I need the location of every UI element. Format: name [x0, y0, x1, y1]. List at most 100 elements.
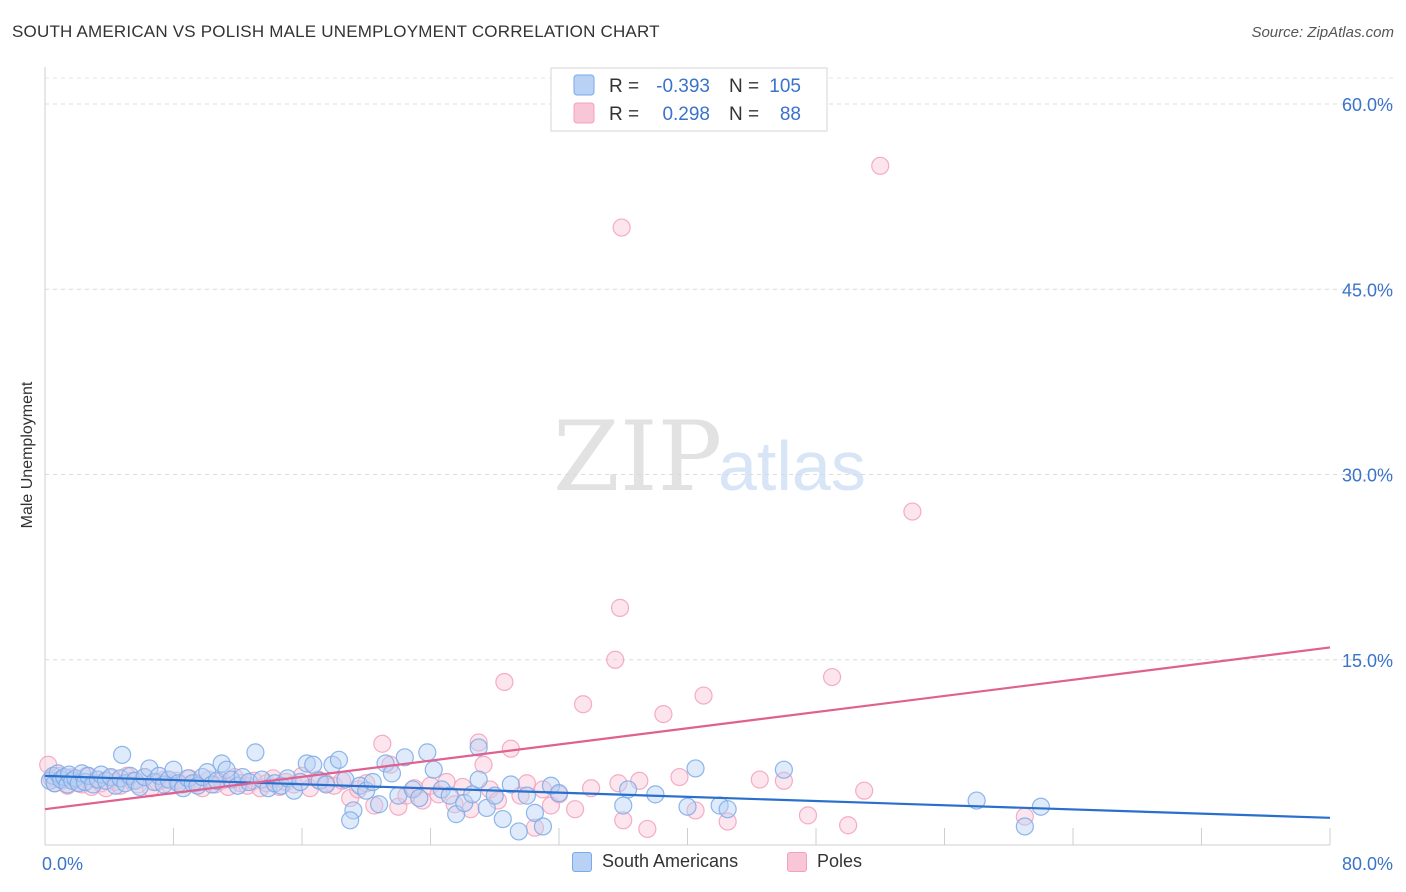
poles-point-99	[871, 156, 890, 175]
south-americans-point-103	[341, 811, 360, 830]
south-americans-point-32	[164, 760, 183, 779]
poles-point-54	[373, 734, 392, 753]
south-americans-point-89	[533, 817, 553, 836]
poles-trend-line	[44, 646, 1331, 811]
south-americans-point-24	[125, 771, 145, 790]
poles-point-79	[573, 695, 593, 714]
poles-point-84	[612, 218, 631, 237]
legend-n-label-1: N =	[729, 76, 759, 97]
y-tick-label-3: 60.0%	[1342, 95, 1393, 115]
y-tick-label-0: 15.0%	[1342, 651, 1393, 671]
south-americans-point-61	[329, 750, 349, 769]
poles-point-71	[501, 739, 520, 758]
south-americans-point-74	[418, 743, 437, 762]
poles-point-64	[453, 777, 472, 797]
south-americans-point-100	[967, 791, 986, 810]
south-americans-point-102	[1031, 797, 1050, 816]
south-americans-point-10	[69, 774, 88, 793]
data-points	[39, 156, 1050, 841]
x-tick-labels: 0.0% 80.0%	[42, 854, 1393, 874]
legend-swatch-poles	[573, 102, 595, 124]
south-americans-point-56	[297, 754, 316, 773]
y-tick-label-1: 30.0%	[1342, 466, 1393, 486]
poles-point-83	[610, 598, 630, 617]
poles-point-82	[609, 774, 628, 793]
trend-lines	[44, 646, 1331, 819]
legend-item-poles: Poles	[787, 851, 862, 872]
y-tick-labels: 15.0% 30.0% 45.0% 60.0%	[1342, 95, 1393, 671]
poles-point-87	[638, 819, 657, 839]
south-americans-point-88	[525, 803, 545, 822]
y-tick-label-2: 45.0%	[1342, 280, 1393, 300]
poles-point-93	[750, 770, 769, 789]
south-americans-point-73	[410, 788, 429, 808]
south-americans-point-99	[774, 760, 793, 779]
south-americans-point-96	[686, 759, 705, 778]
south-americans-point-21	[112, 745, 132, 764]
legend-item-south-americans: South Americans	[572, 851, 738, 872]
chart-title: SOUTH AMERICAN VS POLISH MALE UNEMPLOYME…	[12, 22, 660, 41]
south-americans-point-101	[1015, 817, 1034, 836]
poles-point-98	[855, 781, 874, 800]
legend-label-poles: Poles	[817, 851, 863, 871]
south-americans-point-71	[395, 748, 414, 767]
axes	[44, 67, 1331, 846]
south-americans-point-75	[424, 760, 443, 779]
watermark-atlas: atlas	[718, 427, 866, 505]
south-americans-point-94	[646, 785, 665, 804]
south-americans-point-98	[718, 800, 737, 819]
watermark-zip: ZIP	[553, 401, 722, 513]
south-americans-point-81	[469, 770, 488, 789]
legend-n-label-2: N =	[729, 104, 759, 125]
poles-point-85	[614, 811, 633, 830]
x-tick-label-right: 80.0%	[1342, 854, 1393, 874]
south-americans-point-43	[217, 760, 236, 779]
legend-n-value-2: 88	[780, 104, 801, 125]
south-americans-point-66	[363, 772, 382, 792]
gridlines	[45, 77, 1393, 661]
legend-swatch-blue	[572, 851, 592, 872]
south-americans-point-36	[183, 774, 202, 793]
south-americans-point-48	[246, 743, 265, 762]
south-americans-point-85	[501, 775, 520, 794]
south-americans-point-95	[678, 797, 697, 816]
south-americans-point-87	[517, 786, 536, 805]
poles-point-95	[798, 806, 818, 825]
chart-source: Source: ZipAtlas.com	[1251, 24, 1394, 41]
legend-r-label-2: R =	[609, 104, 639, 125]
poles-point-97	[839, 816, 858, 835]
poles-point-100	[903, 502, 922, 521]
poles-point-91	[694, 686, 713, 705]
poles-point-96	[822, 667, 842, 687]
poles-point-81	[606, 650, 625, 669]
series-legend: South Americans Poles	[0, 851, 1406, 879]
south-americans-point-26	[135, 767, 154, 787]
south-americans-point-67	[370, 795, 389, 814]
legend-r-label-1: R =	[609, 76, 639, 97]
poles-point-66	[469, 733, 488, 752]
south-americans-point-27	[140, 759, 159, 778]
south-americans-point-104	[469, 738, 488, 757]
south-americans-point-63	[344, 801, 363, 820]
legend-r-value-2: 0.298	[662, 104, 710, 125]
poles-point-89	[670, 767, 689, 787]
poles-point-70	[495, 672, 514, 692]
poles-point-78	[565, 800, 585, 819]
poles-point-69	[488, 791, 508, 810]
south-americans-point-77	[440, 786, 459, 805]
south-americans-point-13	[79, 766, 98, 785]
legend-r-value-1: -0.393	[656, 76, 710, 97]
x-tick-label-left: 0.0%	[42, 854, 83, 874]
legend-swatch-pink	[787, 851, 807, 872]
south-americans-point-86	[509, 822, 528, 841]
legend: R = -0.393 N = 105 R = 0.298 N = 88	[550, 67, 828, 132]
south-americans-point-84	[493, 809, 512, 829]
legend-n-value-1: 105	[769, 76, 801, 97]
legend-label-south-americans: South Americans	[602, 851, 739, 871]
south-americans-point-92	[614, 796, 633, 815]
south-americans-point-69	[382, 764, 402, 783]
south-americans-point-57	[304, 755, 323, 774]
legend-swatch-south-americans	[573, 74, 595, 96]
poles-point-88	[654, 704, 673, 724]
